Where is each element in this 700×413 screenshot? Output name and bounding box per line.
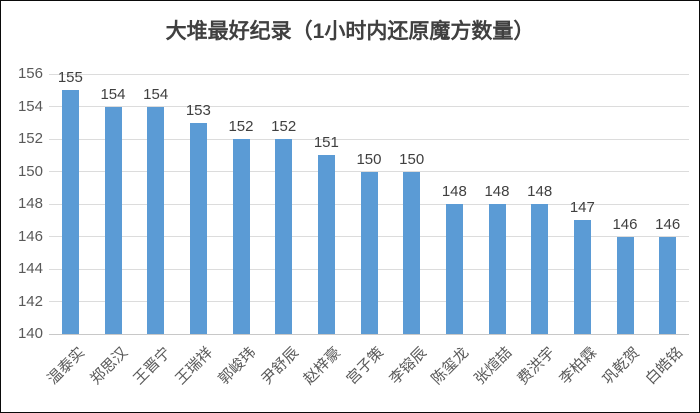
y-axis-tick-label: 152 <box>17 130 43 147</box>
gridline <box>49 73 689 75</box>
data-label: 151 <box>313 134 339 152</box>
data-label: 148 <box>527 183 553 200</box>
bar <box>275 139 293 334</box>
plot-area: 155 154 154 153 152 152 151 150 150 148 148 148 147 1… <box>49 70 689 335</box>
bar <box>317 155 335 334</box>
bar <box>104 106 122 334</box>
data-label: 148 <box>484 183 510 200</box>
bar <box>531 204 549 334</box>
x-axis-category-label: 郭峻玮 <box>215 344 260 388</box>
gridline <box>49 106 689 107</box>
y-axis-tick-label: 142 <box>17 292 43 310</box>
bar <box>360 171 378 334</box>
x-axis-category-label: 白皓铭 <box>641 344 686 388</box>
x-axis-category-label: 王晋宁 <box>129 344 174 388</box>
x-axis-category-label: 宫子策 <box>343 344 388 388</box>
data-label: 150 <box>399 150 425 168</box>
gridline <box>49 138 689 140</box>
y-axis-tick-label: 140 <box>17 325 43 342</box>
bar <box>232 139 250 334</box>
y-axis-tick-label: 148 <box>17 195 43 212</box>
x-axis-category-label: 郑思汉 <box>87 344 132 388</box>
data-label: 153 <box>185 101 211 119</box>
bar <box>189 122 207 334</box>
bar <box>445 204 463 334</box>
x-axis-category-label: 赵梓豪 <box>300 344 345 388</box>
bar <box>573 220 591 334</box>
x-axis-category-label: 巩乾贺 <box>599 344 644 388</box>
y-axis-tick-label: 144 <box>17 260 43 277</box>
data-label: 152 <box>271 118 297 135</box>
data-label: 154 <box>100 85 126 103</box>
chart-title: 大堆最好纪录（1小时内还原魔方数量） <box>165 20 535 43</box>
data-label: 154 <box>143 85 169 103</box>
x-axis-category-label: 张煊喆 <box>471 344 516 388</box>
data-label: 147 <box>569 199 595 217</box>
x-axis-category-label: 尹舒辰 <box>257 344 302 388</box>
x-axis-category-label: 王瑞祥 <box>172 344 217 388</box>
data-label: 146 <box>612 215 638 233</box>
bar <box>61 90 79 334</box>
bar <box>488 204 506 334</box>
data-label: 155 <box>57 69 83 87</box>
data-label: 152 <box>228 118 254 135</box>
bar <box>659 236 677 334</box>
bar <box>147 106 165 334</box>
x-axis-category-label: 陈玺龙 <box>428 344 473 388</box>
data-label: 146 <box>655 215 681 233</box>
y-axis-tick-label: 150 <box>17 162 43 180</box>
x-axis-category-label: 费洪宇 <box>513 344 558 388</box>
x-axis-line <box>49 333 689 335</box>
x-axis-category-label: 李柏霖 <box>556 344 601 388</box>
y-axis-tick-label: 154 <box>17 97 43 115</box>
data-label: 150 <box>356 150 382 168</box>
y-axis-tick-label: 156 <box>17 65 43 82</box>
y-axis-tick-label: 146 <box>17 227 43 245</box>
bar <box>616 236 634 334</box>
data-label: 148 <box>441 183 467 200</box>
bar <box>403 171 421 334</box>
x-axis-category-label: 李镕辰 <box>385 344 430 388</box>
x-axis-category-label: 温泰实 <box>44 344 89 388</box>
